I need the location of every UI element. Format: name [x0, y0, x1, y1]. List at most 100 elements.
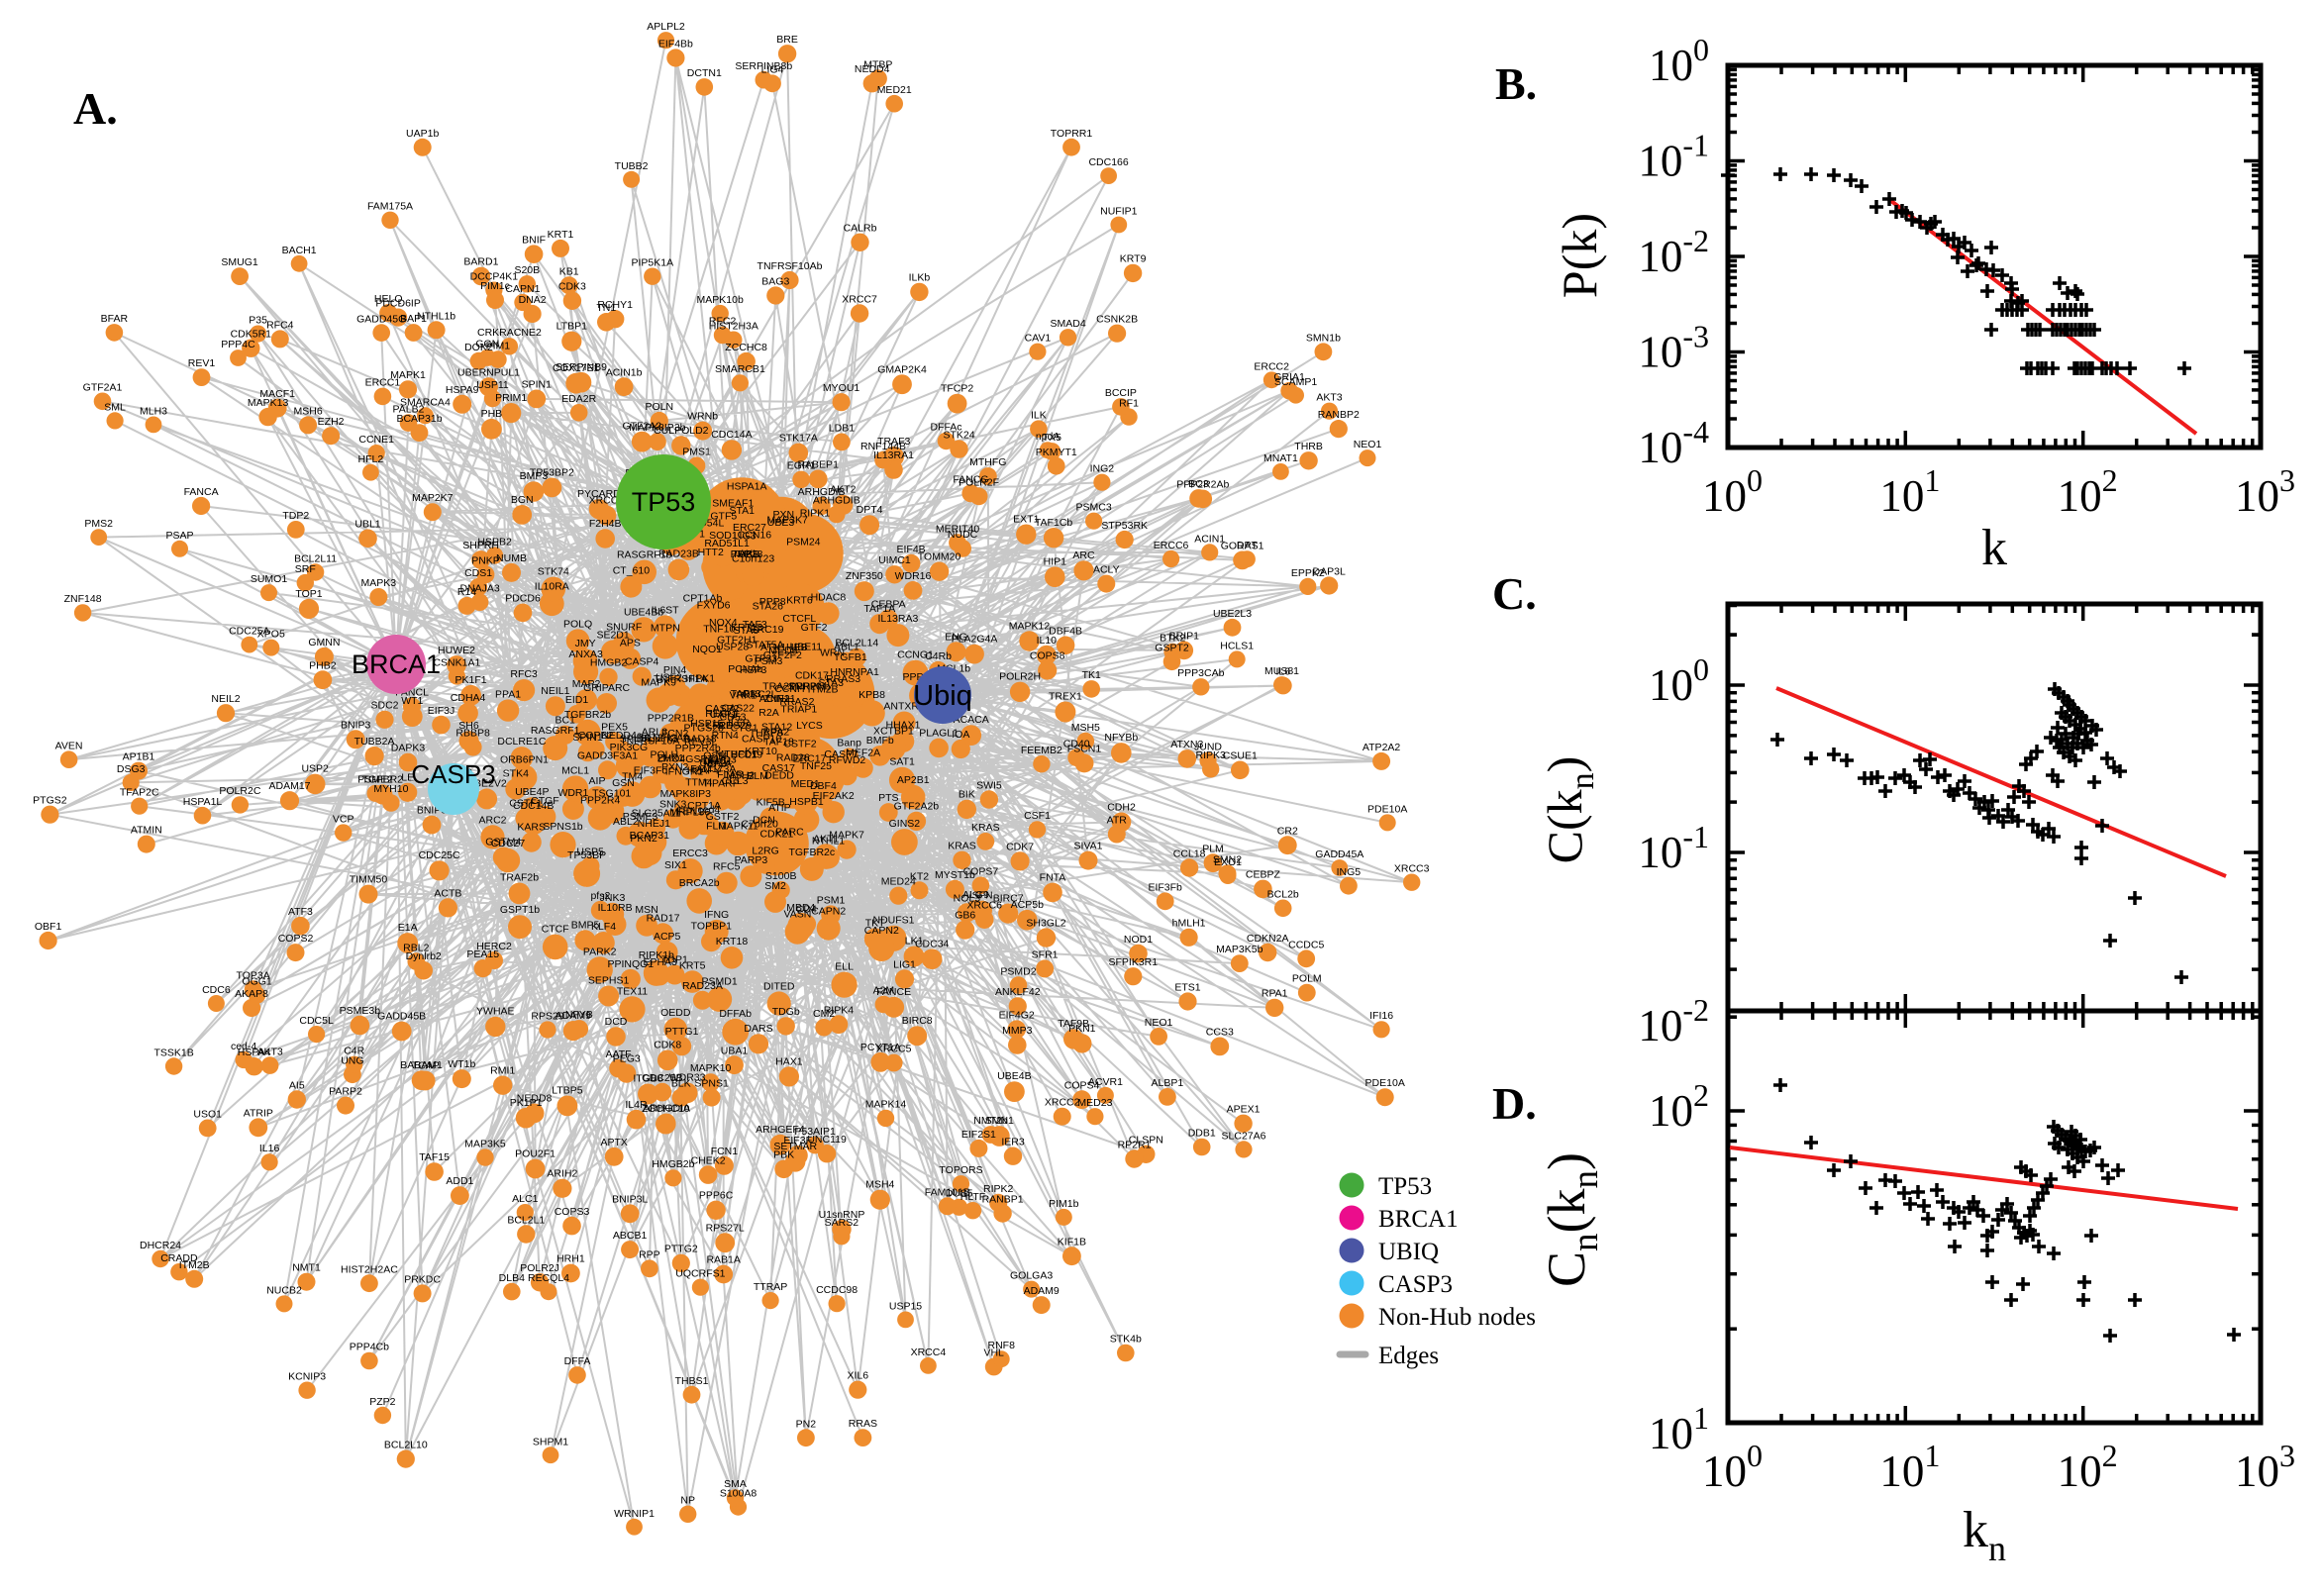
svg-text:PXN2: PXN2: [661, 761, 689, 773]
svg-text:HFL2: HFL2: [358, 453, 384, 465]
svg-text:JMY: JMY: [575, 638, 596, 649]
svg-text:TGFBR2: TGFBR2: [362, 773, 404, 785]
svg-text:BCCIP: BCCIP: [1105, 387, 1137, 399]
svg-text:UBL1: UBL1: [354, 519, 380, 531]
svg-text:LE: LE: [401, 772, 414, 784]
svg-text:SE2D1: SE2D1: [596, 629, 629, 641]
svg-text:PSME2: PSME2: [357, 774, 393, 786]
svg-text:HIST2H3A: HIST2H3A: [709, 321, 758, 333]
svg-text:CASP7: CASP7: [824, 748, 858, 760]
svg-text:RIPK4: RIPK4: [824, 1004, 855, 1016]
svg-text:CDC25B: CDC25B: [642, 1072, 682, 1084]
svg-text:U1snRNP: U1snRNP: [819, 1209, 865, 1221]
svg-text:RANBP2: RANBP2: [1318, 409, 1360, 421]
svg-text:CDC25A: CDC25A: [229, 626, 269, 638]
svg-text:PTTG1: PTTG1: [665, 1026, 699, 1038]
svg-text:ced4: ced4: [698, 804, 721, 816]
svg-text:TGFB1: TGFB1: [834, 651, 867, 663]
svg-text:CDKN2A: CDKN2A: [1247, 933, 1289, 945]
svg-text:UBE4P: UBE4P: [515, 786, 549, 798]
svg-text:PPP6C: PPP6C: [699, 1190, 734, 1202]
svg-text:PIM1c: PIM1c: [480, 280, 510, 292]
svg-text:WT1: WT1: [401, 695, 423, 707]
svg-text:k: k: [1981, 520, 2007, 576]
svg-text:BIRC8: BIRC8: [902, 1015, 933, 1027]
svg-text:SERPINB9: SERPINB9: [556, 361, 607, 373]
svg-text:GSPT2: GSPT2: [1155, 643, 1189, 654]
svg-text:ARL3: ARL3: [642, 726, 667, 738]
svg-text:TP53BP: TP53BP: [567, 849, 606, 861]
svg-text:BACH1: BACH1: [282, 245, 317, 256]
svg-text:ACTB: ACTB: [434, 887, 461, 899]
svg-text:UBE4B: UBE4B: [997, 1070, 1031, 1082]
svg-text:RIPK1: RIPK1: [800, 507, 831, 519]
svg-text:TUBB2A: TUBB2A: [354, 736, 395, 748]
svg-text:HSPA4: HSPA4: [238, 1047, 271, 1058]
svg-text:HSPA1A: HSPA1A: [727, 480, 767, 492]
svg-text:CULPOLD2: CULPOLD2: [654, 425, 709, 437]
svg-text:A2M: A2M: [873, 985, 895, 997]
svg-text:SMARCB1: SMARCB1: [715, 363, 765, 375]
svg-text:GSTF2: GSTF2: [706, 811, 740, 823]
svg-text:POLH: POLH: [651, 748, 679, 760]
svg-text:TAF9B: TAF9B: [1058, 1018, 1089, 1030]
svg-text:PLA2G4A: PLA2G4A: [952, 634, 998, 646]
svg-text:NHEJ1: NHEJ1: [638, 818, 670, 830]
svg-text:WDR33: WDR33: [669, 1071, 706, 1083]
svg-text:LK1: LK1: [905, 936, 924, 948]
svg-text:XRCC6: XRCC6: [966, 899, 1002, 911]
svg-text:TOP1: TOP1: [295, 588, 322, 600]
svg-text:SETMAR: SETMAR: [773, 1141, 817, 1152]
svg-text:CASP10: CASP10: [742, 734, 781, 746]
svg-text:CCN16: CCN16: [738, 530, 772, 542]
svg-text:DCN: DCN: [753, 814, 775, 826]
svg-text:FAM101B: FAM101B: [925, 1186, 970, 1198]
svg-text:BCL2L11: BCL2L11: [294, 552, 337, 564]
svg-text:C4R: C4R: [344, 1046, 364, 1057]
svg-text:HIP1: HIP1: [1044, 555, 1067, 567]
svg-text:XRCC1: XRCC1: [589, 495, 625, 507]
svg-text:PKN1: PKN1: [1068, 1023, 1096, 1035]
svg-text:TRAF3: TRAF3: [877, 436, 910, 448]
svg-text:POLM: POLM: [1292, 973, 1322, 985]
svg-text:DFFAc: DFFAc: [930, 422, 961, 434]
svg-text:DITED: DITED: [763, 980, 795, 992]
svg-text:MAPK10: MAPK10: [690, 1062, 732, 1074]
svg-text:PEG3: PEG3: [613, 1053, 641, 1065]
svg-text:STA26: STA26: [753, 601, 783, 613]
svg-text:PIK3CG: PIK3CG: [610, 742, 649, 753]
svg-text:HIST2H2AC: HIST2H2AC: [341, 1263, 398, 1275]
svg-text:RAD26: RAD26: [776, 752, 810, 764]
svg-text:PARC: PARC: [775, 827, 804, 839]
svg-text:FANCA: FANCA: [184, 486, 219, 498]
svg-text:NTHL1b: NTHL1b: [417, 310, 455, 322]
svg-text:RRAS2: RRAS2: [779, 696, 814, 708]
svg-text:CDK8: CDK8: [654, 1040, 681, 1051]
svg-text:GTF2: GTF2: [801, 622, 828, 634]
svg-text:GSPT1: GSPT1: [685, 753, 720, 765]
svg-text:PTGS2: PTGS2: [33, 795, 67, 807]
svg-text:TKT: TKT: [865, 917, 885, 929]
svg-text:MACF1: MACF1: [259, 388, 295, 400]
svg-text:TNFRSF10Ab: TNFRSF10Ab: [758, 260, 823, 272]
svg-text:CAPN1: CAPN1: [505, 283, 540, 295]
svg-text:BCAP31b: BCAP31b: [396, 413, 442, 425]
svg-text:RFC3: RFC3: [510, 668, 538, 680]
svg-text:ILK: ILK: [1031, 409, 1047, 421]
svg-text:UBE11: UBE11: [790, 641, 823, 652]
svg-text:TNFRSF1A: TNFRSF1A: [654, 673, 707, 685]
svg-text:TDP2: TDP2: [282, 510, 309, 522]
svg-text:DCD: DCD: [605, 1016, 628, 1028]
svg-text:IL4R: IL4R: [625, 1099, 648, 1111]
svg-text:ACP5: ACP5: [654, 931, 681, 943]
svg-text:HNRNPA1: HNRNPA1: [830, 666, 879, 678]
svg-text:WRNb: WRNb: [687, 411, 718, 423]
svg-text:CHD3: CHD3: [708, 753, 737, 765]
svg-text:SFR1: SFR1: [1032, 948, 1059, 960]
svg-text:ARIH2: ARIH2: [547, 1168, 577, 1180]
svg-text:GSN: GSN: [612, 777, 635, 789]
svg-text:P35: P35: [249, 315, 267, 327]
svg-text:AKT1: AKT1: [813, 833, 839, 845]
svg-text:WRN: WRN: [820, 648, 845, 659]
svg-text:CSNK1A1: CSNK1A1: [433, 656, 480, 668]
